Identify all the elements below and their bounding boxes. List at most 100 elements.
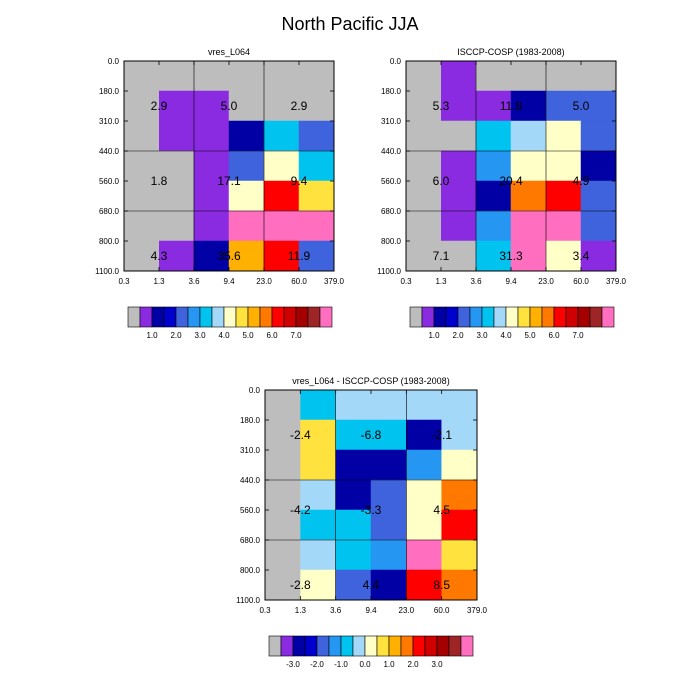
data-label: 3.4 xyxy=(573,249,590,263)
y-tick-label: 180.0 xyxy=(381,87,402,96)
data-label: 2.9 xyxy=(151,99,168,113)
heatmap-cell xyxy=(263,240,300,272)
y-tick-label: 440.0 xyxy=(381,147,402,156)
heatmap-cell xyxy=(335,539,372,571)
heatmap-cell xyxy=(228,210,265,242)
x-tick-label: 3.6 xyxy=(470,277,482,286)
x-tick-label: 3.6 xyxy=(188,277,200,286)
heatmap-cell xyxy=(545,180,582,212)
x-tick-label: 0.3 xyxy=(118,277,130,286)
heatmap-cell xyxy=(580,180,617,212)
colorbar-swatch xyxy=(565,306,579,328)
colorbar-label: -1.0 xyxy=(334,660,348,669)
heatmap-cell xyxy=(406,419,442,451)
colorbar-swatch xyxy=(259,306,273,328)
data-label: 31.3 xyxy=(499,249,523,263)
data-label: -6.8 xyxy=(361,428,382,442)
heatmap-cell xyxy=(228,240,265,272)
colorbar-swatch xyxy=(493,306,507,328)
heatmap-cell xyxy=(228,120,265,152)
colorbar-label: 2.0 xyxy=(407,660,419,669)
colorbar-swatch xyxy=(280,635,294,657)
x-tick-label: 9.4 xyxy=(223,277,235,286)
heatmap-cell xyxy=(406,389,442,421)
colorbar-swatch xyxy=(151,306,165,328)
y-tick-label: 680.0 xyxy=(99,207,120,216)
colorbar-label: 3.0 xyxy=(431,660,443,669)
heatmap-cell xyxy=(335,569,372,601)
heatmap-cell xyxy=(335,449,372,481)
x-tick-label: 1.3 xyxy=(295,606,307,615)
colorbar-swatch xyxy=(364,635,378,657)
colorbar-label: 0.0 xyxy=(359,660,371,669)
heatmap-cell xyxy=(510,60,547,92)
heatmap-cell xyxy=(510,150,547,182)
y-tick-label: 180.0 xyxy=(99,87,120,96)
heatmap-cell xyxy=(193,90,230,122)
heatmap-cell xyxy=(441,479,478,511)
colorbar-swatch xyxy=(211,306,225,328)
data-label: 20.4 xyxy=(499,174,523,188)
colorbar-swatch xyxy=(295,306,309,328)
heatmap-cell xyxy=(510,240,547,272)
colorbar-swatch xyxy=(601,306,615,328)
y-tick-label: 310.0 xyxy=(240,446,261,455)
panel-title: ISCCP-COSP (1983-2008) xyxy=(457,47,564,57)
colorbar-swatch xyxy=(376,635,390,657)
x-tick-label: 9.4 xyxy=(505,277,517,286)
colorbar-swatch xyxy=(433,306,447,328)
heatmap-cell xyxy=(510,120,547,152)
x-tick-label: 379.0 xyxy=(324,277,345,286)
heatmap-panel-3: vres_L064 - ISCCP-COSP (1983-2008) 0.3 1.3… xyxy=(236,376,487,669)
data-label: 2.9 xyxy=(291,99,308,113)
heatmap-cell xyxy=(370,389,407,421)
heatmap-cell xyxy=(300,389,336,421)
y-tick-label: 0.0 xyxy=(108,57,120,66)
colorbar-swatch xyxy=(175,306,189,328)
heatmap-cell xyxy=(300,449,336,481)
colorbar-swatch xyxy=(283,306,297,328)
heatmap-cell xyxy=(545,210,582,242)
data-label: 8.5 xyxy=(433,578,450,592)
heatmap-cell xyxy=(580,210,617,242)
heatmap-cell xyxy=(228,150,265,182)
heatmap-cell xyxy=(158,60,195,92)
colorbar-swatch xyxy=(577,306,591,328)
heatmap-cell xyxy=(580,240,617,272)
data-label: 9.4 xyxy=(291,174,308,188)
x-tick-label: 9.4 xyxy=(365,606,377,615)
heatmap-cell xyxy=(440,120,477,152)
data-label: 1.8 xyxy=(151,174,168,188)
colorbar-swatch xyxy=(352,635,366,657)
colorbar-swatch xyxy=(187,306,201,328)
colorbar-swatch xyxy=(271,306,285,328)
colorbar-label: 1.0 xyxy=(146,331,158,340)
heatmap-cell xyxy=(298,210,335,242)
heatmap-cell xyxy=(228,60,265,92)
data-label: 7.1 xyxy=(433,249,450,263)
x-tick-label: 60.0 xyxy=(434,606,450,615)
heatmap-cell xyxy=(441,389,478,421)
colorbar-swatch xyxy=(445,306,459,328)
colorbar: -3.0 -2.0 -1.0 0.0 1.0 2.0 3.0 xyxy=(268,635,474,669)
colorbar-swatch xyxy=(340,635,354,657)
heatmap-cell xyxy=(335,419,372,451)
heatmap-cell xyxy=(193,120,230,152)
heatmap-cell xyxy=(475,90,512,122)
colorbar: 1.0 2.0 3.0 4.0 5.0 6.0 7.0 xyxy=(409,306,615,340)
colorbar-label: 2.0 xyxy=(452,331,464,340)
colorbar-swatch xyxy=(424,635,438,657)
heatmap-cell xyxy=(440,90,477,122)
colorbar-swatch xyxy=(292,635,306,657)
heatmap-panel-2: ISCCP-COSP (1983-2008) 0.3 1.3 3.6 9.4 23.0 60… xyxy=(377,47,626,340)
colorbar-label: 1.0 xyxy=(383,660,395,669)
heatmap-panel-1: vres_L064 0.3 1.3 3.6 9.4 23.0 60.0 379.0 0.0 180… xyxy=(95,47,344,340)
colorbar-swatch xyxy=(388,635,402,657)
colorbar-swatch xyxy=(529,306,543,328)
heatmap-cell xyxy=(193,60,230,92)
heatmap-cell xyxy=(475,150,512,182)
y-tick-label: 1100.0 xyxy=(236,596,260,605)
panel-title: vres_L064 - ISCCP-COSP (1983-2008) xyxy=(292,376,449,386)
data-label: 4.3 xyxy=(151,249,168,263)
colorbar-swatch xyxy=(319,306,333,328)
